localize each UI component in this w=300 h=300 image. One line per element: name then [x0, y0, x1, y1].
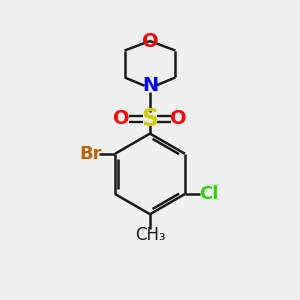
Text: O: O: [170, 109, 187, 128]
Text: Cl: Cl: [199, 185, 218, 203]
Text: O: O: [113, 109, 130, 128]
Text: N: N: [142, 76, 158, 95]
Text: O: O: [142, 32, 158, 50]
Text: Br: Br: [80, 145, 102, 163]
Text: CH₃: CH₃: [135, 226, 165, 244]
Text: S: S: [141, 106, 159, 130]
